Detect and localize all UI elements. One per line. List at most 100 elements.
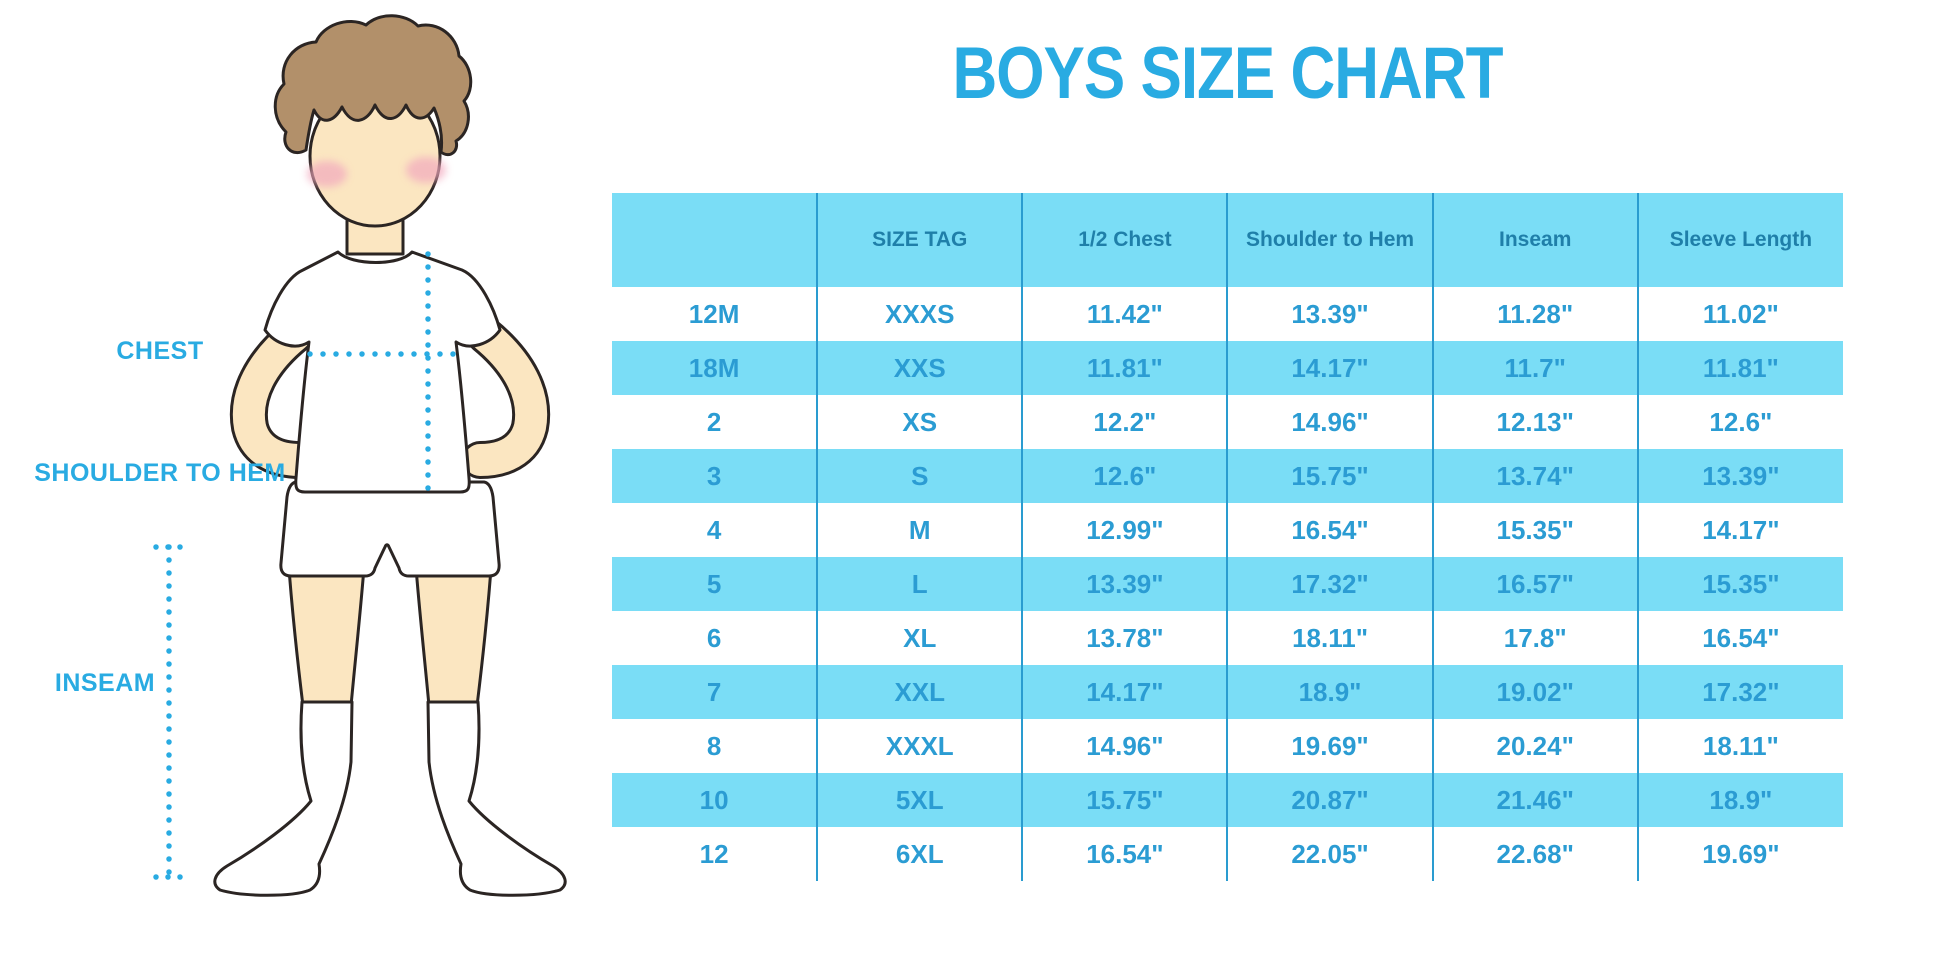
measurement-cell: 14.17" xyxy=(1021,665,1228,719)
inseam-measure-line xyxy=(153,544,195,880)
measurement-cell: XS xyxy=(816,395,1023,449)
measurement-cell: XXXL xyxy=(816,719,1023,773)
table-row: 4 M 12.99" 16.54" 15.35" 14.17" xyxy=(612,503,1843,557)
measurement-cell: 14.17" xyxy=(1636,503,1843,557)
measurement-cell: 18.11" xyxy=(1636,719,1843,773)
measurement-cell: 17.32" xyxy=(1226,557,1433,611)
tshirt-shape xyxy=(263,250,502,494)
measurement-cell: S xyxy=(816,449,1023,503)
measurement-cell: 16.54" xyxy=(1226,503,1433,557)
right-arm-fill xyxy=(464,319,548,476)
table-row: 8 XXXL 14.96" 19.69" 20.24" 18.11" xyxy=(612,719,1843,773)
right-cheek xyxy=(406,157,446,183)
size-cell: 3 xyxy=(612,449,818,503)
measurement-cell: 12.13" xyxy=(1431,395,1638,449)
measurement-cell: 12.2" xyxy=(1021,395,1228,449)
measurement-cell: 13.39" xyxy=(1021,557,1228,611)
table-header-row: SIZE TAG 1/2 Chest Shoulder to Hem Inseam Sl… xyxy=(612,193,1843,287)
measurement-cell: 11.81" xyxy=(1021,341,1228,395)
measurement-cell: 15.75" xyxy=(1021,773,1228,827)
measurement-cell: 11.81" xyxy=(1636,341,1843,395)
measurement-cell: 19.02" xyxy=(1431,665,1638,719)
table-row: 10 5XL 15.75" 20.87" 21.46" 18.9" xyxy=(612,773,1843,827)
size-cell: 6 xyxy=(612,611,818,665)
measurement-cell: 19.69" xyxy=(1226,719,1433,773)
measurement-cell: 6XL xyxy=(816,827,1023,881)
measurement-cell: 14.96" xyxy=(1021,719,1228,773)
measurement-cell: 13.39" xyxy=(1636,449,1843,503)
left-cheek xyxy=(307,161,347,187)
table-row: 2 XS 12.2" 14.96" 12.13" 12.6" xyxy=(612,395,1843,449)
measurement-cell: 22.05" xyxy=(1226,827,1433,881)
table-row: 3 S 12.6" 15.75" 13.74" 13.39" xyxy=(612,449,1843,503)
measurement-cell: 14.17" xyxy=(1226,341,1433,395)
measurement-cell: 11.02" xyxy=(1636,287,1843,341)
measurement-cell: 15.75" xyxy=(1226,449,1433,503)
measurement-cell: 15.35" xyxy=(1636,557,1843,611)
table-row: 6 XL 13.78" 18.11" 17.8" 16.54" xyxy=(612,611,1843,665)
measurement-cell: 17.8" xyxy=(1431,611,1638,665)
table-row: 12 6XL 16.54" 22.05" 22.68" 19.69" xyxy=(612,827,1843,881)
inseam-label: INSEAM xyxy=(54,669,156,697)
measurement-cell: XXXS xyxy=(816,287,1023,341)
measurement-cell: 19.69" xyxy=(1636,827,1843,881)
table-row: 18M XXS 11.81" 14.17" 11.7" 11.81" xyxy=(612,341,1843,395)
left-sock xyxy=(213,700,354,897)
measurement-cell: 18.9" xyxy=(1636,773,1843,827)
right-sock xyxy=(426,700,567,897)
table-row: 7 XXL 14.17" 18.9" 19.02" 17.32" xyxy=(612,665,1843,719)
measurement-cell: XL xyxy=(816,611,1023,665)
measurement-cell: 15.35" xyxy=(1431,503,1638,557)
measurement-cell: M xyxy=(816,503,1023,557)
measurement-figure: CHEST SHOULDER TO HEM INSEAM xyxy=(0,0,580,973)
measurement-cell: 11.42" xyxy=(1021,287,1228,341)
table-row: 12M XXXS 11.42" 13.39" 11.28" 11.02" xyxy=(612,287,1843,341)
shorts-shape xyxy=(279,480,501,578)
measurement-cell: 13.39" xyxy=(1226,287,1433,341)
measurement-cell: 20.87" xyxy=(1226,773,1433,827)
measurement-cell: 22.68" xyxy=(1431,827,1638,881)
size-cell: 12M xyxy=(612,287,818,341)
size-cell: 18M xyxy=(612,341,818,395)
measurement-cell: 16.54" xyxy=(1021,827,1228,881)
size-cell: 5 xyxy=(612,557,818,611)
measurement-cell: 21.46" xyxy=(1431,773,1638,827)
size-table: SIZE TAG 1/2 Chest Shoulder to Hem Inseam Sl… xyxy=(612,193,1843,881)
measurement-cell: 5XL xyxy=(816,773,1023,827)
size-cell: 7 xyxy=(612,665,818,719)
measurement-cell: 13.78" xyxy=(1021,611,1228,665)
size-cell: 12 xyxy=(612,827,818,881)
measurement-cell: 12.99" xyxy=(1021,503,1228,557)
measurement-cell: 13.74" xyxy=(1431,449,1638,503)
measurement-cell: 18.9" xyxy=(1226,665,1433,719)
measurement-cell: 18.11" xyxy=(1226,611,1433,665)
measurement-cell: 12.6" xyxy=(1636,395,1843,449)
right-leg xyxy=(413,553,494,708)
size-cell: 10 xyxy=(612,773,818,827)
size-cell: 2 xyxy=(612,395,818,449)
measurement-cell: L xyxy=(816,557,1023,611)
chest-label: CHEST xyxy=(116,337,204,365)
column-header: 1/2 Chest xyxy=(1021,193,1228,287)
hair-shape xyxy=(273,14,473,157)
shoulder-to-hem-label: SHOULDER TO HEM xyxy=(34,459,286,487)
left-arm-fill xyxy=(232,319,316,476)
measurement-cell: 16.57" xyxy=(1431,557,1638,611)
measurement-cell: XXL xyxy=(816,665,1023,719)
measurement-cell: 11.7" xyxy=(1431,341,1638,395)
measurement-cell: 17.32" xyxy=(1636,665,1843,719)
table-row: 5 L 13.39" 17.32" 16.57" 15.35" xyxy=(612,557,1843,611)
size-cell: 8 xyxy=(612,719,818,773)
boy-illustration xyxy=(153,14,567,897)
measurement-cell: 14.96" xyxy=(1226,395,1433,449)
measurement-cell: XXS xyxy=(816,341,1023,395)
size-cell: 4 xyxy=(612,503,818,557)
page-title: BOYS SIZE CHART xyxy=(952,33,1504,115)
corner-header-cell xyxy=(612,193,818,287)
measurement-cell: 20.24" xyxy=(1431,719,1638,773)
left-leg xyxy=(286,553,367,708)
column-header: SIZE TAG xyxy=(816,193,1023,287)
measurement-cell: 16.54" xyxy=(1636,611,1843,665)
column-header: Sleeve Length xyxy=(1636,193,1843,287)
